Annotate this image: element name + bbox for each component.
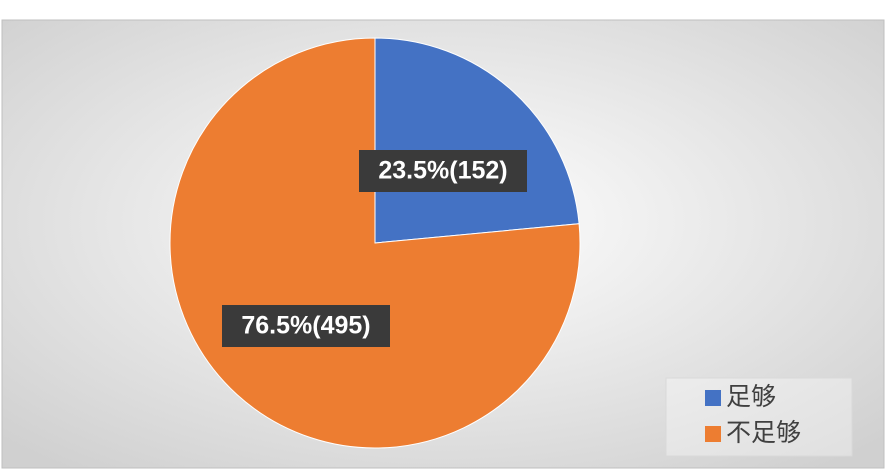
data-label: 76.5%(495) bbox=[241, 312, 370, 340]
legend-label: 不足够 bbox=[726, 418, 801, 447]
legend-box bbox=[665, 377, 853, 457]
legend-swatch bbox=[705, 390, 721, 406]
data-label-box bbox=[222, 305, 390, 347]
data-label: 23.5%(152) bbox=[378, 157, 507, 185]
data-label-box bbox=[359, 150, 527, 192]
legend-swatch bbox=[705, 426, 721, 442]
legend-label: 足够 bbox=[726, 382, 776, 411]
